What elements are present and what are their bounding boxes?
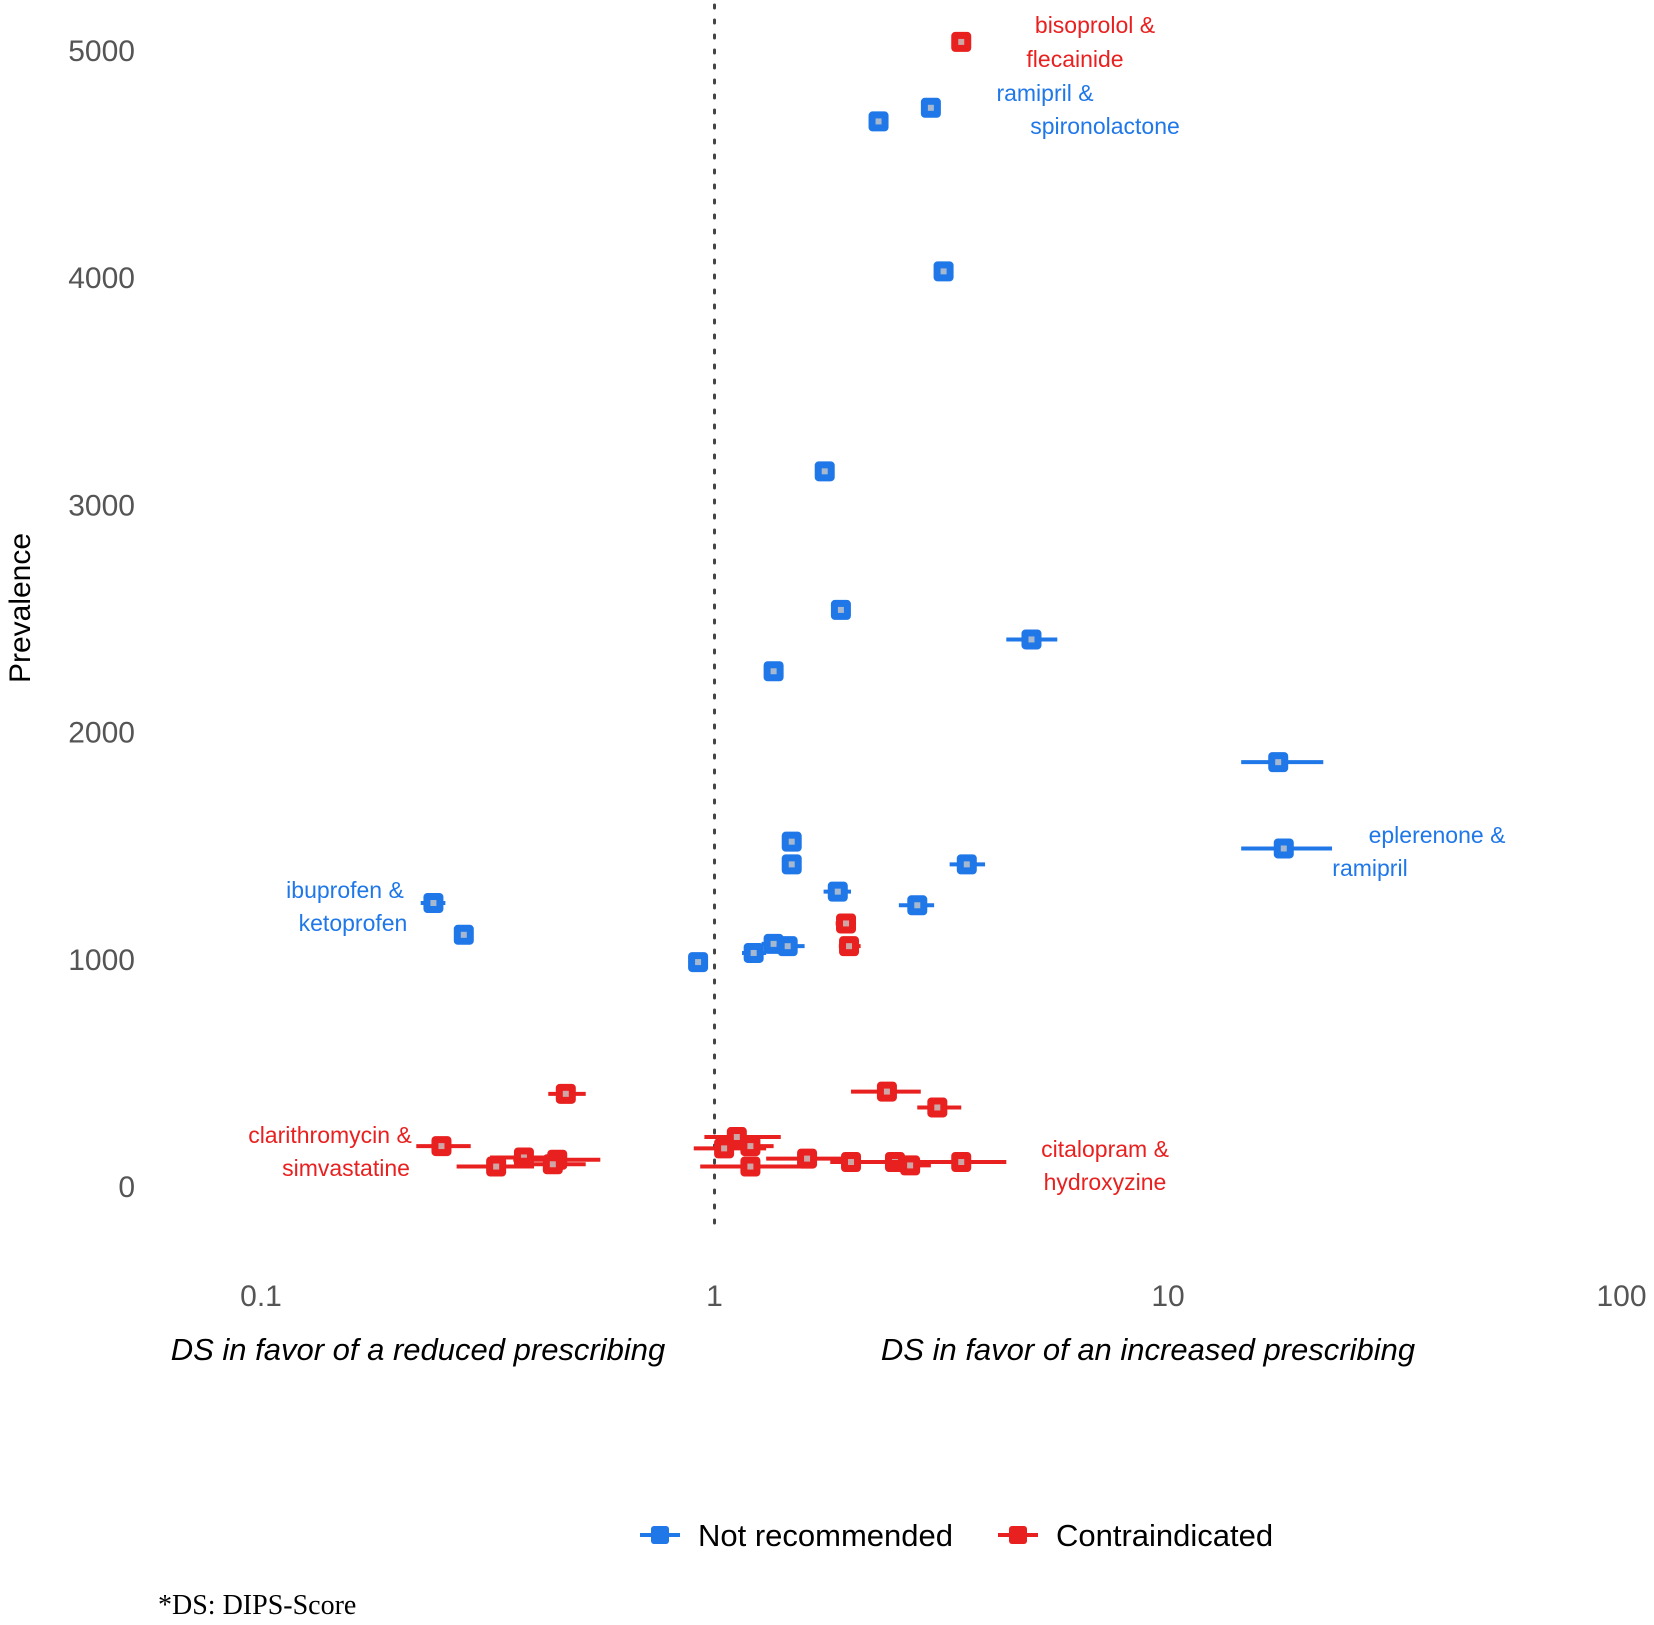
- data-point-center: [788, 861, 795, 868]
- y-tick-label: 4000: [68, 262, 135, 295]
- data-point-center: [770, 668, 777, 675]
- data-point-center: [695, 959, 702, 966]
- data-point-center: [804, 1155, 811, 1162]
- x-tick-label: 0.1: [240, 1280, 282, 1313]
- y-tick-label: 3000: [68, 489, 135, 522]
- y-tick-label: 2000: [68, 717, 135, 750]
- data-point-center: [934, 1104, 941, 1111]
- legend-key-marker: [651, 1526, 669, 1544]
- y-tick-label: 5000: [68, 35, 135, 68]
- x-tick-label: 100: [1596, 1280, 1646, 1313]
- data-point-center: [846, 943, 853, 950]
- annotation-label: clarithromycin &: [248, 1122, 412, 1148]
- data-point-center: [821, 468, 828, 475]
- annotation-label: ibuprofen &: [286, 877, 404, 903]
- chart: 0 1000 2000 3000 4000 5000 0.1 1 10 100 Prevalence…: [4, 3, 1647, 1553]
- data-point-center: [883, 1088, 890, 1095]
- data-point-center: [843, 920, 850, 927]
- annotation-label: flecainide: [1026, 46, 1123, 72]
- data-point-center: [875, 118, 882, 125]
- data-point-center: [549, 1161, 556, 1168]
- data-point-center: [430, 900, 437, 906]
- data-point-center: [733, 1134, 740, 1141]
- legend-label: Not recommended: [698, 1518, 953, 1553]
- data-point-center: [907, 1162, 914, 1169]
- x-axis-label-left: DS in favor of a reduced prescribing: [171, 1332, 666, 1367]
- data-point-center: [958, 38, 965, 45]
- annotation-label: bisoprolol &: [1035, 12, 1155, 38]
- annotation-label: eplerenone &: [1369, 822, 1506, 848]
- y-axis-label: Prevalence: [4, 533, 37, 683]
- data-point-center: [1280, 845, 1287, 852]
- data-point-center: [520, 1154, 527, 1161]
- data-point-center: [770, 940, 777, 947]
- footnote: *DS: DIPS-Score: [158, 1590, 357, 1621]
- legend-key-marker: [1009, 1526, 1027, 1544]
- data-point-center: [788, 838, 795, 845]
- data-point-center: [940, 268, 947, 275]
- data-point-center: [963, 861, 970, 868]
- data-point-center: [848, 1159, 855, 1166]
- data-point-center: [750, 949, 757, 956]
- legend-label: Contraindicated: [1056, 1518, 1273, 1553]
- data-point-center: [927, 104, 934, 111]
- data-point-center: [914, 902, 921, 909]
- data-point-center: [784, 943, 791, 950]
- x-axis-label-right: DS in favor of an increased prescribing: [881, 1332, 1415, 1367]
- annotation-label: hydroxyzine: [1044, 1169, 1167, 1195]
- data-point-center: [837, 606, 844, 613]
- data-point-center: [747, 1163, 754, 1170]
- data-point-center: [562, 1090, 569, 1097]
- data-point-center: [493, 1163, 500, 1170]
- data-point-center: [747, 1143, 754, 1150]
- data-point-center: [721, 1145, 728, 1152]
- x-tick-label: 10: [1151, 1280, 1184, 1313]
- data-point-center: [958, 1159, 965, 1166]
- data-point-center: [1275, 759, 1282, 766]
- annotation-label: simvastatine: [282, 1155, 410, 1181]
- data-point-center: [460, 931, 467, 938]
- y-tick-label: 0: [118, 1171, 135, 1204]
- data-point-center: [438, 1143, 445, 1150]
- y-tick-label: 1000: [68, 944, 135, 977]
- annotation-label: ketoprofen: [299, 910, 408, 936]
- annotation-label: citalopram &: [1041, 1136, 1169, 1162]
- data-point-center: [1028, 636, 1035, 643]
- annotation-label: spironolactone: [1030, 113, 1180, 139]
- x-tick-label: 1: [706, 1280, 723, 1313]
- annotation-label: ramipril &: [996, 80, 1093, 106]
- data-point-center: [834, 888, 841, 895]
- annotation-label: ramipril: [1332, 855, 1407, 881]
